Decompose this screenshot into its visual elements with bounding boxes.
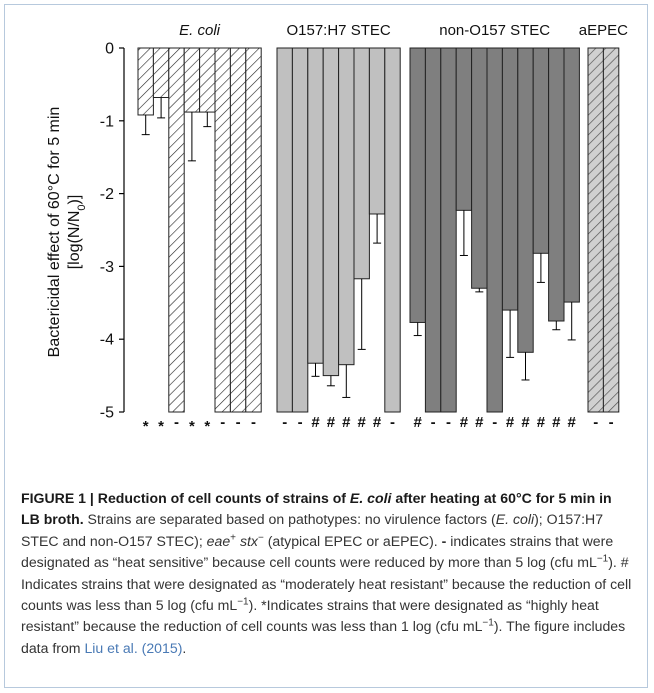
strain-mark: # <box>475 414 484 431</box>
bar <box>455 47 473 211</box>
y-tick-label: -2 <box>100 186 114 203</box>
y-tick-label: -1 <box>100 113 114 130</box>
bar <box>368 47 386 215</box>
bar <box>587 47 604 413</box>
bar <box>276 47 293 413</box>
bar <box>322 47 340 377</box>
bar <box>424 47 442 413</box>
strain-mark: - <box>220 414 225 431</box>
strain-mark: # <box>327 414 336 431</box>
group-labels: E. coli O157:H7 STEC non-O157 STEC aEPEC <box>179 22 628 39</box>
figure-frame <box>4 4 648 688</box>
strain-mark: # <box>506 414 515 431</box>
strain-mark: # <box>373 414 382 431</box>
strain-mark: - <box>609 414 614 431</box>
bar <box>486 47 503 413</box>
caption-title: FIGURE 1 | Reduction of cell counts of s… <box>21 490 612 528</box>
y-axis-label-line1: Bactericidal effect of 60°C for 5 min <box>46 107 63 358</box>
bar <box>563 47 580 303</box>
y-tick-label: -5 <box>100 405 114 422</box>
strain-mark: * <box>158 418 164 435</box>
bar <box>440 47 457 413</box>
y-axis-label: Bactericidal effect of 60°C for 5 min [l… <box>46 107 88 358</box>
strain-mark: - <box>236 414 241 431</box>
strain-mark: - <box>390 414 395 431</box>
bar <box>384 47 401 413</box>
strain-mark: # <box>552 414 561 431</box>
group-label: O157:H7 STEC <box>286 22 390 39</box>
figure-caption: FIGURE 1 | Reduction of cell counts of s… <box>21 490 632 656</box>
bar <box>199 47 216 113</box>
bar <box>501 47 519 311</box>
strain-mark: # <box>568 414 577 431</box>
y-tick-label: -4 <box>100 332 114 349</box>
strain-mark: - <box>174 414 179 431</box>
bar <box>602 47 620 413</box>
strain-mark: - <box>492 414 497 431</box>
strain-mark: # <box>521 414 530 431</box>
strain-mark: # <box>414 414 423 431</box>
group-label: non-O157 STEC <box>439 22 550 39</box>
y-tick-label: 0 <box>105 41 114 58</box>
y-axis-label-line2: [log(N/N0)] <box>66 195 88 270</box>
bar <box>307 47 324 364</box>
strain-marks: * * - * * - - - - - # # # # # - # - - # # - # # # # # - - <box>143 414 614 435</box>
strain-mark: * <box>189 418 195 435</box>
bar <box>353 47 370 280</box>
bar <box>214 47 231 413</box>
bar <box>152 47 170 99</box>
group-label: aEPEC <box>579 22 628 39</box>
strain-mark: * <box>143 418 149 435</box>
strain-mark: - <box>251 414 256 431</box>
bar <box>137 47 154 116</box>
bar <box>471 47 488 289</box>
strain-mark: - <box>282 414 287 431</box>
bar <box>291 47 309 413</box>
strain-mark: - <box>593 414 598 431</box>
group-label: E. coli <box>179 22 221 39</box>
error-bars <box>141 97 576 398</box>
strain-mark: - <box>298 414 303 431</box>
strain-mark: # <box>342 414 351 431</box>
bars <box>137 47 620 413</box>
strain-mark: * <box>204 418 210 435</box>
bar <box>183 47 201 113</box>
bar <box>338 47 355 366</box>
strain-mark: # <box>311 414 320 431</box>
y-tick-label: -3 <box>100 259 114 276</box>
bar <box>245 47 262 413</box>
bar <box>532 47 550 254</box>
bar <box>517 47 534 353</box>
bar <box>409 47 426 323</box>
bar <box>229 47 247 413</box>
bar-chart: Bactericidal effect of 60°C for 5 min [l… <box>46 22 628 435</box>
strain-mark: # <box>358 414 367 431</box>
bar <box>548 47 565 322</box>
bar <box>168 47 185 413</box>
source-link[interactable]: Liu et al. (2015) <box>84 639 183 656</box>
strain-mark: - <box>446 414 451 431</box>
strain-mark: # <box>460 414 469 431</box>
y-axis: 0 -1 -2 -3 -4 -5 <box>100 41 125 422</box>
strain-mark: # <box>537 414 546 431</box>
strain-mark: - <box>431 414 436 431</box>
